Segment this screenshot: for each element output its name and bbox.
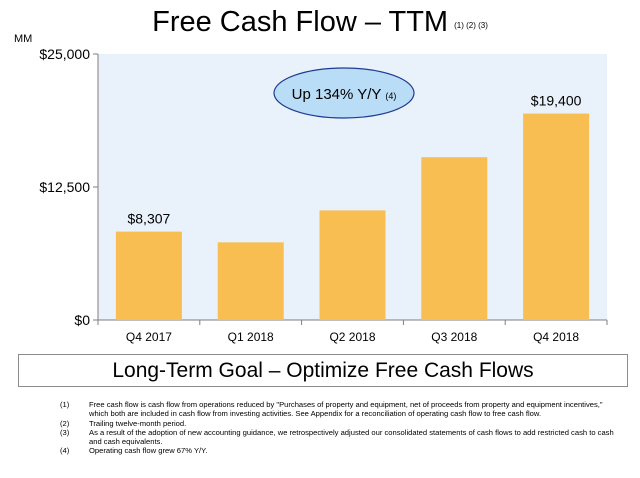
x-tick-label: Q4 2018 <box>533 330 579 344</box>
annotation-ellipse <box>273 67 415 119</box>
footnote-item: (3) As a result of the adoption of new ac… <box>60 428 620 447</box>
footnote-text: As a result of the adoption of new accou… <box>89 427 614 447</box>
annotation-footnote-ref: (4) <box>385 91 396 101</box>
y-tick-label: $25,000 <box>39 46 90 62</box>
bar-q4-2018 <box>523 113 590 320</box>
bar-q1-2018 <box>217 242 284 320</box>
footnote-number: (4) <box>60 446 70 456</box>
x-tick-label: Q2 2018 <box>329 330 375 344</box>
title-text: Free Cash Flow – TTM <box>152 6 449 38</box>
footnote-item: (1) Free cash flow is cash flow from oper… <box>60 400 620 419</box>
data-label: $19,400 <box>531 93 582 109</box>
bar-q4-2017 <box>115 231 182 320</box>
annotation-text: Up 134% Y/Y (4) <box>292 86 397 103</box>
x-tick-label: Q3 2018 <box>431 330 477 344</box>
bar-q3-2018 <box>421 157 488 320</box>
footnote-text: Operating cash flow grew 67% Y/Y. <box>89 446 208 456</box>
footnote-item: (2) Trailing twelve-month period. <box>60 419 620 428</box>
long-term-goal-box: Long-Term Goal – Optimize Free Cash Flow… <box>18 354 628 387</box>
footnote-number: (3) <box>60 427 70 437</box>
footnote-number: (1) <box>60 400 70 409</box>
y-tick-label: $12,500 <box>39 179 90 195</box>
footnote-item: (4) Operating cash flow grew 67% Y/Y. <box>60 446 620 455</box>
footnote-number: (2) <box>60 418 70 428</box>
footnote-text: Trailing twelve-month period. <box>89 418 187 428</box>
bar-chart: $0 $12,500 $25,000 Q4 2017 $8,307 Q1 2018 Q2 2… <box>39 46 608 344</box>
unit-label: MM <box>14 33 33 45</box>
y-tick-label: $0 <box>74 312 90 328</box>
data-label: $8,307 <box>127 211 170 227</box>
bar-q2-2018 <box>319 210 386 320</box>
title-footnote-refs: (1) (2) (3) <box>454 21 488 30</box>
x-tick-label: Q4 2017 <box>126 330 172 344</box>
x-tick-label: Q1 2018 <box>228 330 274 344</box>
chart-title: Free Cash Flow – TTM (1) (2) (3) <box>0 4 640 44</box>
annotation-main: Up 134% Y/Y <box>292 86 386 103</box>
footnotes: (1) Free cash flow is cash flow from oper… <box>60 400 620 456</box>
footnote-text: Free cash flow is cash flow from operati… <box>89 400 603 419</box>
